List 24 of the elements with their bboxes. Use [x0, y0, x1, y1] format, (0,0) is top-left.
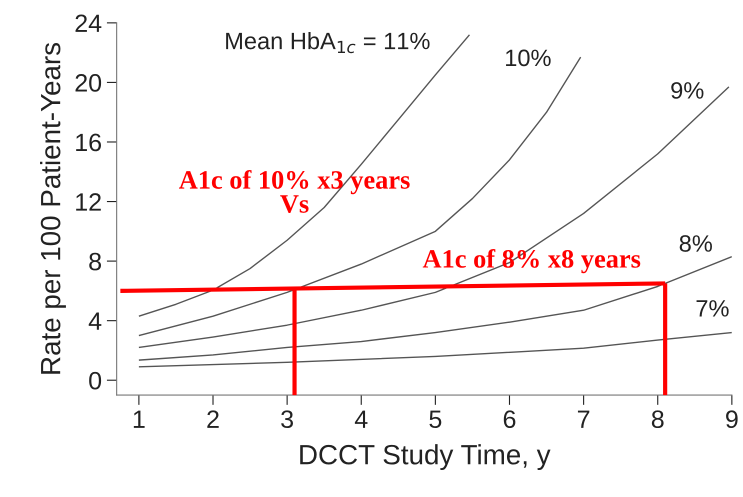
x-tick-label: 8	[652, 410, 664, 428]
x-tick-label: 6	[504, 410, 516, 428]
y-tick-label: 0	[89, 372, 102, 390]
series-label: Mean HbA$_{1c}$ = 11%	[226, 32, 430, 54]
y-tick-label: 12	[76, 193, 101, 211]
x-axis-title: DCCT Study Time, y	[300, 444, 551, 470]
y-tick-label: 24	[76, 14, 102, 32]
x-tick-label: 5	[429, 410, 442, 428]
y-tick-label: 16	[76, 134, 101, 152]
series-label: 7%	[696, 300, 729, 317]
x-tick-label: 3	[281, 410, 293, 428]
y-axis-title: Rate per 100 Patient-Years	[40, 42, 66, 374]
x-tick-label: 7	[578, 410, 590, 428]
y-tick-label: 8	[89, 252, 101, 270]
series-label: 9%	[671, 82, 704, 99]
series-label: 10%	[506, 50, 551, 66]
x-tick-label: 2	[207, 410, 219, 428]
x-tick-label: 9	[726, 410, 738, 428]
x-tick-label: 1	[134, 410, 145, 428]
y-tick-label: 4	[88, 312, 102, 330]
x-tick-label: 4	[354, 410, 368, 428]
series-label: 8%	[680, 235, 712, 252]
y-tick-label: 20	[76, 74, 102, 92]
annotation: A1c of 10% x3 years Vs	[179, 170, 410, 213]
